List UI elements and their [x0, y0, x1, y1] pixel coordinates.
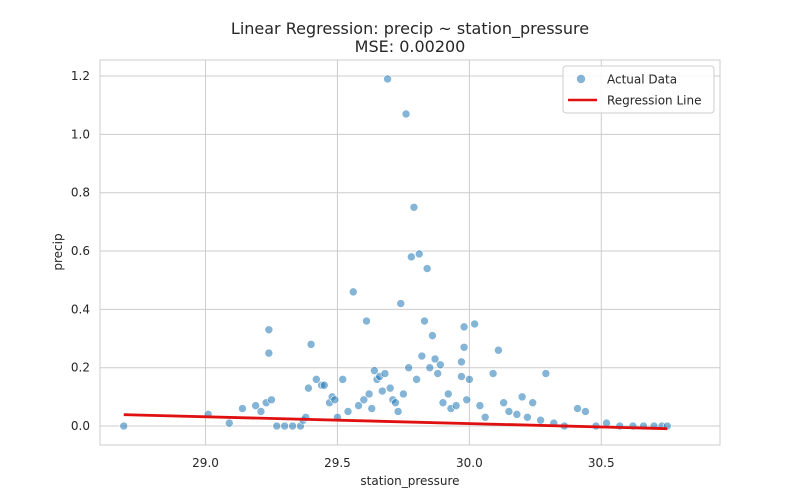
x-tick-labels: 29.0 29.5 30.0 30.5 — [192, 456, 614, 470]
data-point — [465, 375, 474, 384]
data-point — [396, 299, 406, 308]
data-point — [581, 407, 590, 416]
data-point — [422, 264, 432, 273]
data-point — [359, 395, 369, 405]
data-point — [330, 395, 340, 405]
regression-line-path — [123, 413, 668, 431]
y-tick-label: 0.4 — [71, 302, 90, 316]
data-point — [407, 252, 416, 262]
data-point — [304, 383, 313, 393]
data-point — [404, 363, 413, 373]
data-point — [409, 202, 419, 212]
data-point — [393, 407, 403, 416]
data-point — [475, 401, 485, 410]
chart-subtitle: MSE: 0.00200 — [355, 37, 466, 56]
data-point — [470, 319, 479, 329]
data-point — [264, 348, 274, 358]
legend-scatter-marker — [576, 74, 586, 84]
data-point — [504, 407, 514, 416]
x-tick-label: 29.5 — [324, 456, 351, 470]
data-point — [224, 418, 234, 428]
data-point — [312, 375, 321, 384]
data-point — [280, 421, 289, 431]
data-point — [319, 380, 329, 390]
y-tick-label: 0.6 — [71, 244, 90, 258]
data-point — [499, 398, 508, 408]
chart-title: Linear Regression: precip ~ station_pres… — [231, 19, 589, 39]
data-point — [459, 322, 469, 332]
data-point — [367, 404, 377, 413]
data-point — [377, 386, 387, 396]
plot-area — [99, 59, 721, 446]
data-point — [272, 421, 282, 431]
data-point — [494, 345, 503, 355]
data-point — [414, 249, 424, 259]
data-point — [457, 357, 466, 367]
data-point — [119, 421, 129, 431]
data-point — [391, 398, 400, 408]
data-point — [488, 369, 498, 378]
scatter-points — [119, 74, 672, 431]
data-point — [348, 287, 358, 297]
legend-label-regression-line: Regression Line — [607, 94, 701, 108]
data-point — [385, 383, 395, 393]
data-point — [267, 395, 276, 405]
y-tick-label: 1.0 — [71, 127, 90, 141]
data-point — [354, 401, 363, 410]
data-point — [512, 410, 522, 419]
data-point — [343, 407, 353, 416]
data-point — [428, 331, 437, 340]
data-point — [251, 401, 260, 410]
data-point — [238, 404, 247, 413]
data-point — [412, 375, 421, 384]
legend-box — [562, 65, 715, 114]
data-point — [457, 372, 466, 381]
data-point — [536, 415, 545, 425]
y-axis-label: precip — [51, 233, 65, 270]
data-point — [462, 395, 472, 405]
x-gridlines — [205, 60, 602, 445]
data-point — [541, 369, 551, 378]
data-point — [451, 401, 461, 410]
data-point — [573, 404, 582, 413]
data-point — [443, 389, 453, 399]
data-point — [425, 363, 435, 373]
x-tick-label: 30.0 — [456, 456, 483, 470]
regression-line — [123, 413, 668, 431]
data-point — [430, 354, 440, 364]
x-tick-label: 29.0 — [192, 456, 219, 470]
data-point — [480, 412, 490, 422]
data-point — [362, 316, 371, 326]
data-point — [523, 412, 532, 422]
data-point — [433, 369, 443, 378]
y-tick-label: 0.2 — [71, 361, 90, 375]
data-point — [420, 316, 429, 326]
x-tick-label: 30.5 — [588, 456, 615, 470]
data-point — [264, 325, 274, 335]
data-point — [256, 407, 266, 416]
data-point — [438, 398, 448, 408]
data-point — [528, 398, 537, 408]
x-axis-label: station_pressure — [360, 474, 459, 488]
data-point — [306, 340, 316, 349]
data-point — [517, 392, 527, 402]
y-tick-label: 0.0 — [71, 419, 90, 433]
legend-label-actual-data: Actual Data — [607, 73, 677, 87]
data-point — [417, 351, 427, 361]
data-point — [288, 421, 297, 431]
data-point — [399, 389, 408, 399]
data-point — [338, 375, 348, 384]
data-point — [459, 342, 469, 352]
data-point — [380, 369, 390, 378]
y-tick-label: 1.2 — [71, 69, 90, 83]
data-point — [370, 366, 379, 375]
data-point — [383, 74, 392, 84]
data-point — [364, 389, 374, 399]
data-point — [436, 360, 445, 370]
legend: Actual Data Regression Line — [562, 65, 715, 114]
data-point — [401, 109, 411, 119]
y-tick-label: 0.8 — [71, 186, 90, 200]
y-tick-labels: 0.0 0.2 0.4 0.6 0.8 1.0 1.2 — [71, 69, 90, 433]
